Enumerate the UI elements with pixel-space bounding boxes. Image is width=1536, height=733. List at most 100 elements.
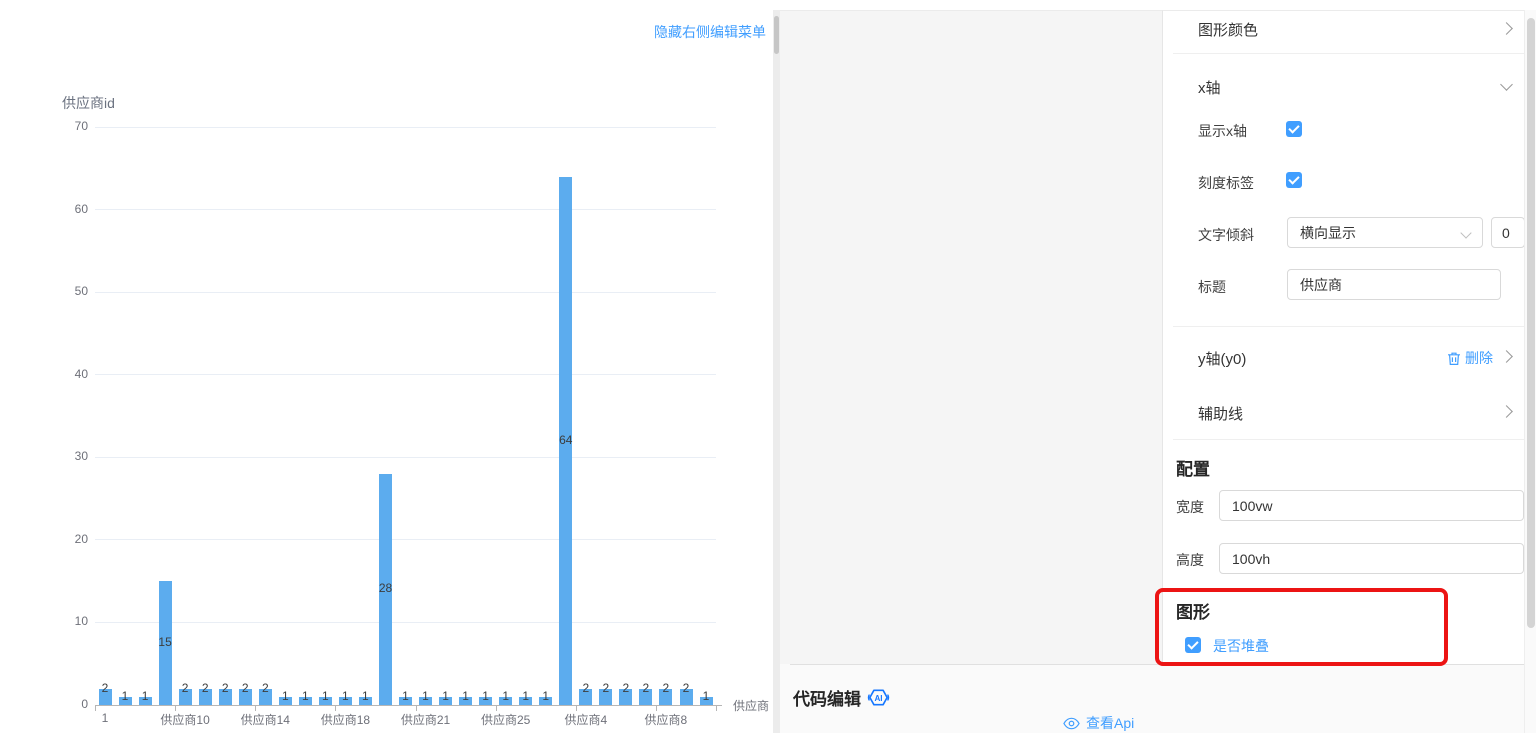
bar bbox=[238, 688, 252, 705]
bar-value-label: 1 bbox=[281, 688, 289, 703]
divider bbox=[1173, 53, 1528, 54]
x-axis-title-input[interactable] bbox=[1287, 269, 1501, 300]
stack-checkbox-label[interactable]: 是否堆叠 bbox=[1213, 638, 1269, 654]
bar bbox=[379, 473, 392, 705]
chevron-down-icon bbox=[1500, 78, 1513, 91]
code-edit-label: 代码编辑 bbox=[793, 690, 861, 709]
bar-value-label: 2 bbox=[682, 680, 690, 695]
ai-icon[interactable]: AI bbox=[867, 686, 890, 709]
x-axis-tick bbox=[95, 706, 96, 711]
bar-value-label: 1 bbox=[121, 688, 129, 703]
bar bbox=[579, 688, 593, 705]
show-x-axis-checkbox[interactable] bbox=[1286, 121, 1302, 137]
gridline bbox=[95, 209, 716, 211]
gridline bbox=[95, 456, 716, 458]
tick-label-label: 刻度标签 bbox=[1198, 175, 1254, 191]
bar-value-label: 15 bbox=[158, 635, 172, 650]
section-x-axis[interactable]: x轴 bbox=[1163, 69, 1536, 103]
text-rotate-select[interactable]: 横向显示 bbox=[1287, 217, 1483, 248]
x-tick-label: 供应商14 bbox=[240, 713, 290, 727]
bar-value-label: 64 bbox=[559, 432, 573, 447]
tick-label-checkbox[interactable] bbox=[1286, 172, 1302, 188]
x-tick-label: 供应商18 bbox=[320, 713, 371, 727]
bar-value-label: 2 bbox=[582, 680, 590, 695]
x-tick-label: 供应商10 bbox=[160, 713, 210, 727]
bar bbox=[419, 696, 432, 705]
gridline bbox=[95, 126, 716, 128]
section-y-axis[interactable]: y轴(y0) 删除 bbox=[1163, 341, 1536, 377]
bar bbox=[559, 176, 573, 705]
chart-panel: 隐藏右侧编辑菜单 供应商id 供应商 0 10 20 30 40 50 60 70 2 1 1 15 2… bbox=[62, 24, 770, 727]
bar-value-label: 1 bbox=[522, 688, 530, 703]
view-api-link[interactable]: 查看Api bbox=[1063, 713, 1134, 733]
x-tick-label: 供应商4 bbox=[564, 713, 608, 727]
bar-value-label: 1 bbox=[402, 688, 409, 703]
bar bbox=[479, 696, 493, 705]
bar-value-label: 2 bbox=[221, 680, 229, 695]
divider bbox=[1173, 326, 1528, 327]
height-label: 高度 bbox=[1176, 552, 1204, 568]
y-tick-label: 30 bbox=[74, 449, 88, 464]
scrollbar-thumb[interactable] bbox=[774, 16, 779, 54]
bar-value-label: 1 bbox=[362, 688, 369, 703]
y-tick-label: 70 bbox=[74, 119, 88, 133]
bar bbox=[659, 688, 673, 705]
width-input[interactable] bbox=[1219, 490, 1524, 521]
show-x-axis-label: 显示x轴 bbox=[1198, 123, 1247, 139]
delete-y-axis-link[interactable]: 删除 bbox=[1447, 348, 1493, 368]
bar-value-label: 2 bbox=[181, 680, 189, 695]
y-tick-label: 50 bbox=[74, 284, 88, 299]
stack-checkbox[interactable] bbox=[1185, 637, 1201, 653]
x-tick-label: 1 bbox=[101, 711, 109, 725]
trash-icon bbox=[1447, 351, 1461, 366]
x-axis-tick bbox=[175, 706, 177, 711]
bar-value-label: 1 bbox=[322, 688, 329, 703]
x-tick-label: 供应商21 bbox=[400, 713, 451, 727]
bar bbox=[358, 696, 372, 705]
gridline bbox=[95, 291, 716, 293]
chevron-right-icon bbox=[1500, 350, 1513, 363]
bar-value-label: 1 bbox=[342, 688, 349, 703]
bar-value-label: 1 bbox=[462, 688, 469, 703]
section-guide-line[interactable]: 辅助线 bbox=[1163, 397, 1536, 433]
x-tick-label: 供应商8 bbox=[644, 713, 688, 727]
y-tick-label: 0 bbox=[81, 697, 88, 711]
bar-value-label: 1 bbox=[442, 688, 449, 703]
section-graph-color[interactable]: 图形颜色 bbox=[1163, 11, 1536, 53]
text-rotate-number-input[interactable] bbox=[1491, 217, 1525, 248]
hide-right-menu-link[interactable]: 隐藏右侧编辑菜单 bbox=[654, 24, 766, 40]
bar bbox=[218, 688, 232, 705]
text-rotate-value: 横向显示 bbox=[1300, 224, 1356, 241]
y-axis-header: y轴(y0) bbox=[1198, 351, 1247, 368]
gridline bbox=[95, 621, 716, 623]
bar bbox=[679, 688, 693, 705]
chart-panel-scrollbar[interactable] bbox=[773, 10, 780, 733]
bar bbox=[499, 696, 513, 705]
bar-value-label: 2 bbox=[241, 680, 249, 695]
height-input[interactable] bbox=[1219, 543, 1524, 574]
settings-panel-scrollbar[interactable] bbox=[1524, 10, 1536, 733]
graph-heading: 图形 bbox=[1176, 603, 1210, 622]
bottom-bar-divider bbox=[790, 664, 1536, 665]
bar bbox=[278, 696, 292, 705]
graph-color-label: 图形颜色 bbox=[1198, 22, 1259, 39]
bar-value-label: 2 bbox=[662, 680, 670, 695]
bar-value-label: 1 bbox=[502, 688, 510, 703]
x-axis-title-label: 标题 bbox=[1198, 279, 1226, 295]
bar bbox=[118, 696, 132, 705]
bar bbox=[298, 696, 312, 705]
bar-value-label: 1 bbox=[542, 688, 550, 703]
bottom-bar: 代码编辑 AI 查看Api bbox=[780, 664, 1536, 733]
scrollbar-thumb[interactable] bbox=[1527, 18, 1535, 628]
code-edit-section-title: 代码编辑 AI bbox=[793, 685, 890, 710]
bar bbox=[138, 696, 152, 705]
bar bbox=[318, 696, 332, 705]
bar bbox=[178, 688, 192, 705]
text-rotate-label: 文字倾斜 bbox=[1198, 227, 1254, 243]
delete-label: 删除 bbox=[1465, 350, 1493, 366]
chevron-right-icon bbox=[1500, 405, 1513, 418]
width-label: 宽度 bbox=[1176, 499, 1204, 515]
chart-y-axis-title: 供应商id bbox=[62, 95, 115, 111]
x-axis-tick bbox=[575, 706, 577, 711]
bar-value-label: 2 bbox=[101, 680, 109, 695]
